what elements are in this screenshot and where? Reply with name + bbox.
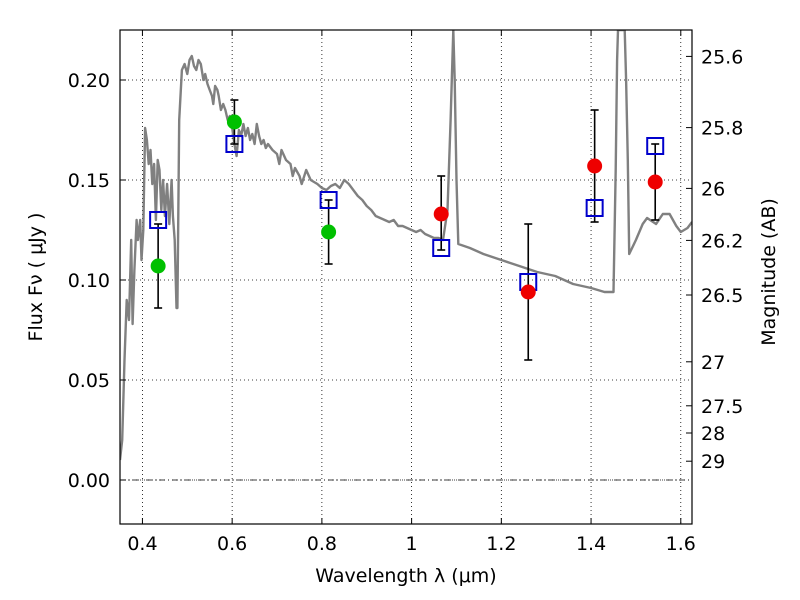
y2-tick-label: 29 [701, 451, 725, 473]
observed-optical-point [150, 258, 166, 274]
model-photometry-marker [432, 239, 451, 257]
y2-tick-label: 28 [701, 423, 725, 445]
model-spectrum-line [120, 30, 692, 461]
y2-tick-label: 27 [701, 352, 725, 374]
plot-area [120, 30, 692, 461]
model-photometry-marker [646, 137, 665, 155]
observed-optical-point [226, 114, 242, 130]
y-tick-label: 0.15 [68, 170, 110, 192]
y-tick-label: 0.20 [68, 70, 110, 92]
y-tick-label: 0.10 [68, 270, 110, 292]
x-tick-label: 0.4 [127, 533, 157, 555]
axis-ticks: 0.4 0.6 0.8 1 1.2 1.4 1.6 0.00 0.05 0.10 0.15 0.20 2… [68, 30, 743, 555]
x-tick-label: 1.6 [666, 533, 696, 555]
observed-nir-point [520, 284, 536, 300]
y2-tick-label: 26.5 [701, 285, 743, 307]
model-photometry-marker [149, 211, 168, 229]
model-photometry-marker [585, 199, 604, 217]
x-axis-title: Wavelength λ (μm) [315, 565, 496, 587]
plot-frame [119, 29, 693, 525]
y2-axis-title: Magnitude (AB) [758, 198, 780, 346]
observed-nir-point [587, 158, 603, 174]
y-tick-label: 0.00 [68, 470, 110, 492]
observed-nir-point [433, 206, 449, 222]
x-tick-label: 0.8 [307, 533, 337, 555]
y2-tick-label: 26.2 [701, 230, 743, 252]
x-tick-label: 0.6 [217, 533, 247, 555]
y2-tick-label: 27.5 [701, 396, 743, 418]
x-tick-label: 1.2 [486, 533, 516, 555]
x-tick-label: 1.4 [576, 533, 606, 555]
y2-tick-label: 25.6 [701, 46, 743, 68]
model-photometry-marker [319, 191, 338, 209]
y-tick-label: 0.05 [68, 370, 110, 392]
observed-optical-point [321, 224, 337, 240]
y2-tick-label: 26 [701, 178, 725, 200]
model-photometry-marker [225, 135, 244, 153]
y2-tick-label: 25.8 [701, 118, 743, 140]
observed-nir-point [647, 174, 663, 190]
y-axis-title: Flux Fν ( μJy ) [25, 213, 47, 342]
grid [120, 30, 692, 524]
x-tick-label: 1 [406, 533, 418, 555]
